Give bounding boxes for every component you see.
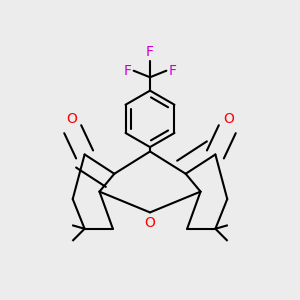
Text: F: F [146, 45, 154, 59]
Text: O: O [223, 112, 234, 126]
Text: F: F [123, 64, 131, 78]
Text: F: F [169, 64, 177, 78]
Text: O: O [145, 216, 155, 230]
Text: O: O [66, 112, 77, 126]
